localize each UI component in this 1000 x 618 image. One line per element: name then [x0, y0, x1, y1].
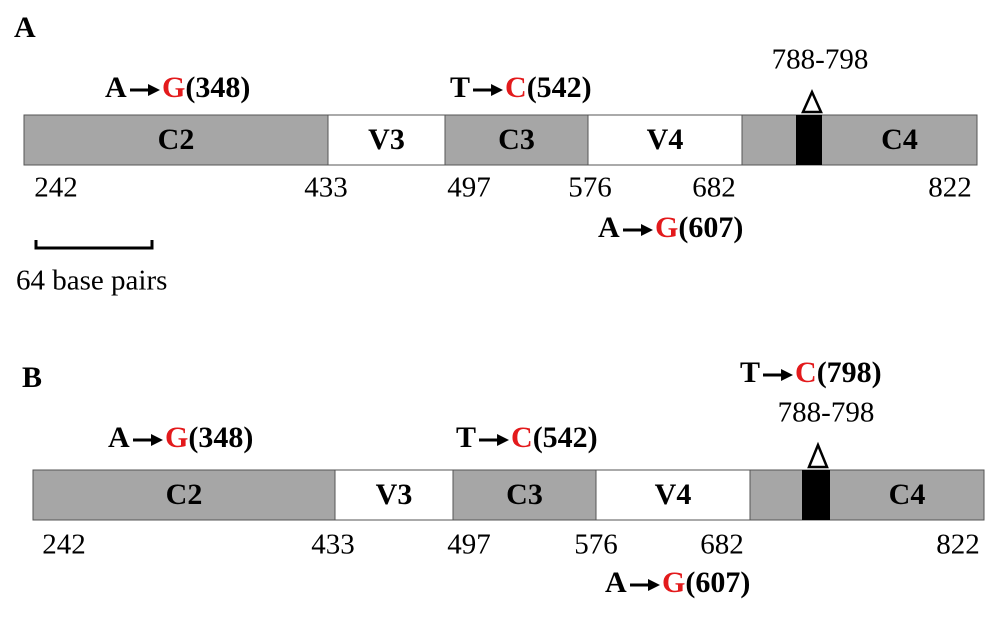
segment [587, 114, 743, 166]
position-label: 433 [304, 172, 348, 204]
mutation-to: C [511, 421, 533, 454]
mutation-to: G [655, 211, 678, 244]
segment-label: C4 [889, 478, 926, 511]
mutation-position: (348) [185, 71, 250, 104]
segment [23, 114, 329, 166]
segment-label: C4 [881, 123, 918, 156]
mutation-position: (542) [527, 71, 592, 104]
position-label: 576 [568, 172, 612, 204]
mutation-from: A [605, 566, 627, 599]
panel-label: A [14, 11, 36, 44]
mutation-position: (348) [188, 421, 253, 454]
mutation-arrowhead [491, 84, 504, 96]
mutation-from: T [456, 421, 476, 454]
mutation-from: T [450, 71, 470, 104]
mutation-position: (607) [685, 566, 750, 599]
segment-label: C2 [158, 123, 195, 156]
mutation-from: A [108, 421, 130, 454]
site-marker [807, 441, 829, 469]
position-label: 497 [447, 529, 491, 561]
site-label: 788-798 [772, 44, 869, 76]
segment [595, 469, 751, 521]
mutation-to: G [662, 566, 685, 599]
mutation-from: A [598, 211, 620, 244]
segment [32, 469, 336, 521]
position-label: 682 [700, 529, 744, 561]
segment-label: V4 [647, 123, 684, 156]
mutation-arrowhead [497, 434, 510, 446]
mutation-to: C [795, 356, 817, 389]
segment-label: C3 [498, 123, 535, 156]
segment-label: V4 [655, 478, 692, 511]
segment [741, 114, 978, 166]
mutation-arrowhead [151, 434, 163, 446]
mutation-position: (798) [817, 356, 882, 389]
segment-label: V3 [376, 478, 413, 511]
position-label: 433 [311, 529, 355, 561]
segment [334, 469, 454, 521]
mutation-to: G [162, 71, 185, 104]
position-label: 576 [574, 529, 618, 561]
position-label: 822 [936, 529, 980, 561]
position-label: 822 [928, 172, 972, 204]
site-box [802, 470, 830, 520]
mutation-from: A [105, 71, 127, 104]
site-label: 788-798 [778, 397, 875, 429]
mutation-to: C [505, 71, 527, 104]
position-label: 682 [692, 172, 736, 204]
position-label: 497 [447, 172, 491, 204]
segment-label: C2 [166, 478, 203, 511]
mutation-arrowhead [641, 224, 653, 236]
position-label: 242 [42, 529, 86, 561]
segment [749, 469, 985, 521]
mutation-arrowhead [648, 579, 660, 591]
segment-label: C3 [506, 478, 543, 511]
segment [327, 114, 446, 166]
panel-label: B [22, 361, 42, 394]
mutation-position: (542) [533, 421, 598, 454]
segment [444, 114, 589, 166]
site-marker [801, 88, 823, 114]
scale-bar [34, 240, 154, 250]
segment-label: V3 [368, 123, 405, 156]
scale-label: 64 base pairs [16, 265, 167, 297]
segment [452, 469, 597, 521]
mutation-arrowhead [148, 84, 160, 96]
mutation-from: T [740, 356, 760, 389]
site-box [796, 115, 822, 165]
mutation-to: G [165, 421, 188, 454]
mutation-arrowhead [781, 369, 794, 381]
mutation-position: (607) [678, 211, 743, 244]
position-label: 242 [34, 172, 78, 204]
